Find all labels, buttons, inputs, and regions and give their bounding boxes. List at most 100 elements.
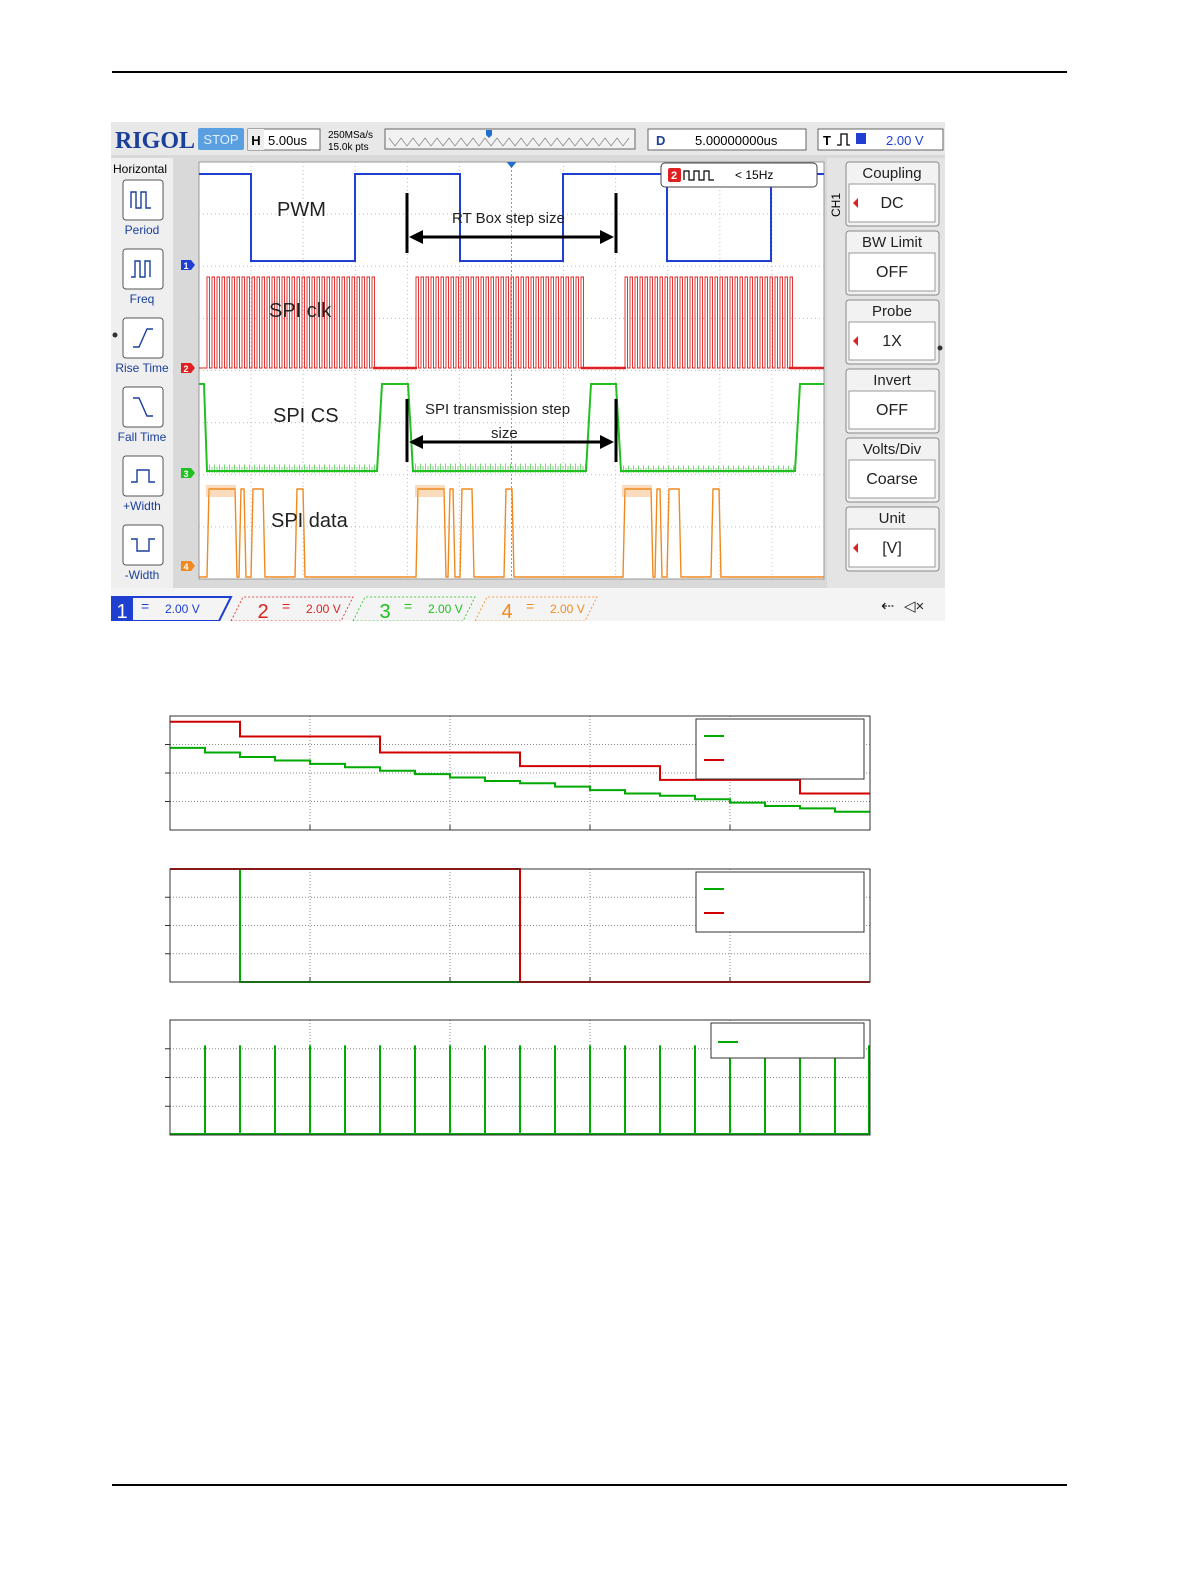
memory-overview-bar[interactable]	[384, 128, 636, 150]
frequency-counter[interactable]: 2 < 15Hz	[660, 162, 818, 188]
negative-width-icon	[131, 538, 155, 552]
menu-value: OFF	[876, 264, 908, 281]
menu-dot-right	[937, 345, 943, 351]
frequency-icon	[131, 260, 151, 278]
rt-box-step-annotation: RT Box step size	[405, 193, 618, 253]
timebase-control[interactable]: H 5.00us	[247, 128, 321, 151]
channel-scale: 2.00 V	[428, 602, 463, 616]
menu-label: Fall Time	[118, 430, 167, 444]
menu-frequency-button[interactable]: Freq	[122, 248, 164, 306]
counter-value: < 15Hz	[735, 168, 773, 182]
timebase-tag: H	[251, 133, 260, 148]
oscilloscope-screenshot: RIGOL STOP H 5.00us 250MSa/s 15.0k pts D…	[111, 122, 945, 621]
plot-2	[165, 868, 871, 983]
trace-pwm	[199, 173, 824, 262]
channel-1-status[interactable]: 1 = 2.00 V	[111, 596, 233, 621]
menu-label: +Width	[123, 499, 161, 513]
channel-coupling: =	[526, 598, 534, 614]
menu-invert-button[interactable]: Invert OFF	[845, 368, 940, 434]
rise-time-icon	[133, 328, 153, 348]
delay-control[interactable]: D 5.00000000us	[647, 128, 807, 151]
channel-scale: 2.00 V	[306, 602, 341, 616]
menu-value: Coarse	[866, 471, 918, 488]
menu-value: [V]	[882, 540, 902, 557]
menu-value: OFF	[876, 402, 908, 419]
spi-step-label-line2: size	[491, 425, 518, 442]
menu-probe-button[interactable]: Probe 1X	[845, 299, 940, 365]
trace-spi-data	[199, 488, 824, 578]
menu-label: Invert	[873, 372, 911, 389]
menu-label: BW Limit	[862, 234, 923, 251]
menu-fall-time-button[interactable]: Fall Time	[118, 386, 167, 444]
spi-step-annotation: SPI transmission step size	[405, 399, 618, 462]
menu-label: Freq	[130, 292, 155, 306]
trigger-source-badge	[856, 133, 866, 144]
menu-coupling-button[interactable]: Coupling DC	[845, 161, 940, 227]
sample-rate: 250MSa/s	[328, 130, 373, 141]
channel-2-status[interactable]: 2 = 2.00 V	[230, 596, 354, 621]
left-menu-title: Horizontal	[113, 162, 167, 176]
pulse-train-icon	[683, 170, 714, 181]
menu-volts-div-button[interactable]: Volts/Div Coarse	[845, 437, 940, 503]
menu-label: Unit	[879, 510, 907, 527]
plot-3	[165, 1019, 871, 1136]
trace-label-spi-cs: SPI CS	[273, 405, 339, 427]
menu-dot-left	[112, 332, 118, 338]
series-line-2	[170, 746, 870, 813]
svg-text:2: 2	[183, 364, 188, 374]
menu-positive-width-button[interactable]: +Width	[122, 455, 164, 513]
menu-label: Coupling	[862, 165, 921, 182]
svg-text:3: 3	[183, 469, 188, 479]
footer-rule	[112, 1484, 1067, 1486]
channel-3-marker[interactable]: 3	[181, 468, 195, 479]
menu-value: 1X	[882, 333, 902, 350]
menu-label: -Width	[125, 568, 160, 582]
run-stop-button[interactable]: STOP	[198, 128, 244, 150]
channel-number: 1	[116, 601, 127, 621]
trace-label-spi-data: SPI data	[271, 510, 349, 532]
channel-scale: 2.00 V	[550, 602, 585, 616]
channel-scale: 2.00 V	[165, 602, 200, 616]
fall-time-icon	[133, 397, 153, 417]
rigol-logo: RIGOL	[115, 128, 195, 154]
plot-3-legend	[710, 1022, 865, 1059]
svg-text:1: 1	[183, 261, 188, 271]
channel-1-marker[interactable]: 1	[181, 260, 195, 271]
right-menu-channel: CH1	[829, 193, 843, 217]
speaker-muted-icon: ◁×	[904, 598, 924, 615]
channel-coupling: =	[282, 598, 290, 614]
timebase-value: 5.00us	[268, 133, 308, 148]
menu-label: Period	[125, 223, 160, 237]
trace-label-spi-clk: SPI clk	[269, 300, 332, 322]
channel-3-status[interactable]: 3 = 2.00 V	[352, 596, 476, 621]
menu-period-button[interactable]: Period	[122, 179, 164, 237]
menu-bw-limit-button[interactable]: BW Limit OFF	[845, 230, 940, 296]
trigger-control[interactable]: T 2.00 V	[817, 128, 944, 151]
menu-rise-time-button[interactable]: Rise Time	[115, 317, 169, 375]
trace-spi-clk	[199, 276, 824, 369]
series-line-1	[170, 720, 870, 795]
channel-4-status[interactable]: 4 = 2.00 V	[474, 596, 598, 621]
spi-step-label-line1: SPI transmission step	[425, 401, 570, 418]
memory-depth: 15.0k pts	[328, 142, 369, 153]
trigger-level: 2.00 V	[886, 133, 924, 148]
header-rule	[112, 71, 1067, 73]
channel-coupling: =	[404, 598, 412, 614]
period-icon	[130, 191, 151, 209]
menu-label: Rise Time	[115, 361, 169, 375]
trigger-tag: T	[823, 133, 831, 148]
rising-edge-icon	[837, 133, 850, 146]
trace-label-pwm: PWM	[277, 199, 326, 221]
delay-tag: D	[656, 133, 665, 148]
channel-2-marker[interactable]: 2	[181, 363, 195, 374]
channel-number: 3	[379, 601, 390, 621]
menu-negative-width-button[interactable]: -Width	[122, 524, 164, 582]
channel-4-marker[interactable]: 4	[181, 561, 195, 572]
svg-text:4: 4	[183, 562, 188, 572]
menu-unit-button[interactable]: Unit [V]	[845, 506, 940, 572]
channel-coupling: =	[141, 598, 149, 614]
channel-number: 2	[257, 601, 268, 621]
rt-box-step-label: RT Box step size	[452, 210, 565, 227]
usb-icon: ⇠	[881, 598, 894, 615]
plot-2-legend	[695, 871, 865, 933]
